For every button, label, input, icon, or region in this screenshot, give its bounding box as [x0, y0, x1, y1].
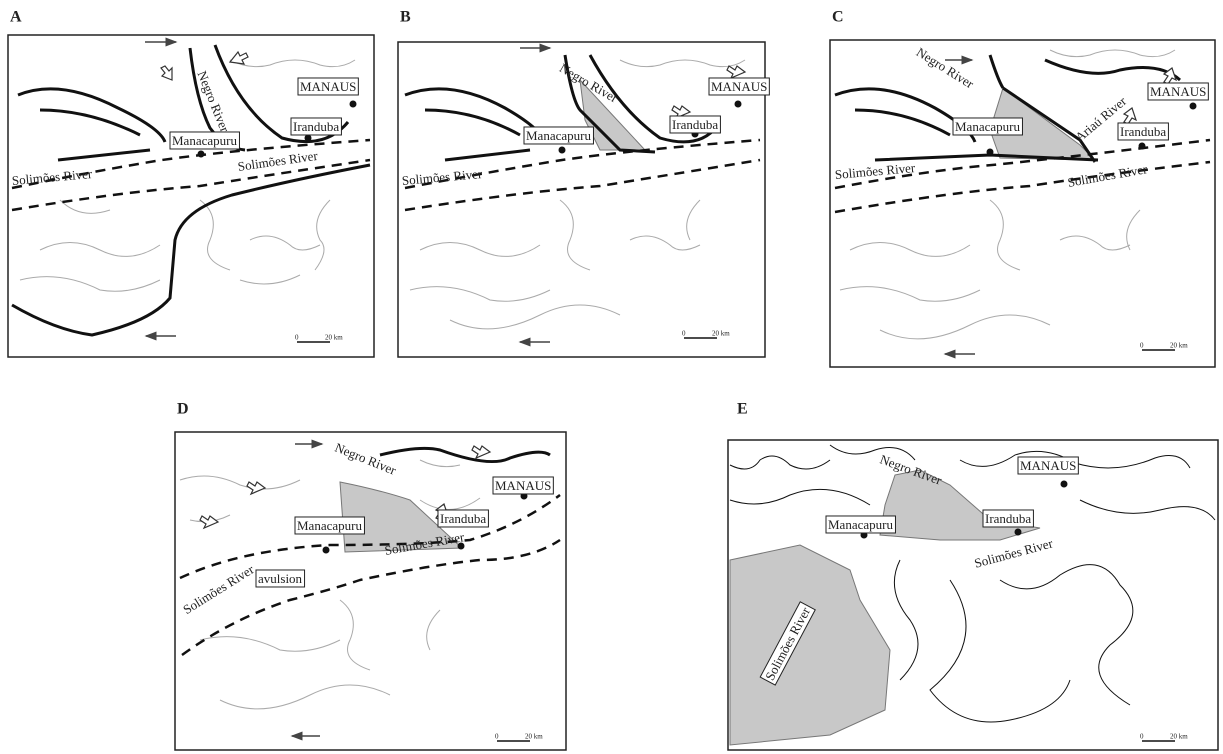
- map-label-group: Iranduba: [290, 117, 342, 136]
- map-label-group: Iranduba: [1117, 122, 1169, 141]
- map-label: Iranduba: [440, 511, 486, 526]
- label-box: [669, 115, 721, 134]
- label-box: [255, 569, 306, 588]
- map-label-group: Solimões River: [834, 160, 916, 182]
- map-label: MANAUS: [711, 79, 767, 94]
- scale-end: 20 km: [325, 334, 343, 342]
- map-label-group: Iranduba: [982, 509, 1034, 528]
- map-label-group: avulsion: [255, 569, 306, 588]
- scale-end: 20 km: [1170, 733, 1188, 741]
- label-box: [952, 117, 1023, 136]
- panel-letter: B: [400, 9, 411, 26]
- scale-start: 0: [682, 330, 686, 338]
- label-box: [982, 509, 1034, 528]
- map-label: MANAUS: [300, 79, 356, 94]
- panel-d: [174, 431, 567, 751]
- label-box: [708, 77, 770, 96]
- label-box: [1117, 122, 1169, 141]
- map-label: Manacapuru: [526, 128, 591, 143]
- map-label-group: Solimões River: [1066, 161, 1149, 190]
- panel-letter: A: [10, 9, 22, 26]
- map-label: Iranduba: [985, 511, 1031, 526]
- map-label-group: Solimões River: [180, 561, 257, 617]
- scale-start: 0: [1140, 342, 1144, 350]
- label-box: [523, 126, 594, 145]
- map-label: Solimões River: [1066, 161, 1149, 190]
- scale-start: 0: [295, 334, 299, 342]
- label-box: [294, 516, 365, 535]
- label-box: [169, 131, 240, 150]
- label-box: [759, 601, 816, 686]
- map-label-group: Iranduba: [437, 509, 489, 528]
- map-label: MANAUS: [495, 478, 551, 493]
- panel-a: [7, 34, 375, 358]
- panel-letter: E: [737, 401, 748, 418]
- panel-c: [829, 39, 1216, 368]
- panel-e: [727, 439, 1219, 751]
- map-label: Manacapuru: [828, 517, 893, 532]
- scale-end: 20 km: [712, 330, 730, 338]
- map-label-group: Negro River: [333, 440, 399, 478]
- map-label-group: Manacapuru: [952, 117, 1023, 136]
- map-label-group: MANAUS: [1017, 456, 1079, 475]
- map-label: Solimões River: [834, 160, 916, 182]
- panel-letter: D: [177, 401, 189, 418]
- panel-b: [397, 41, 766, 358]
- map-label: Solimões River: [11, 166, 93, 188]
- map-label: Negro River: [333, 440, 399, 478]
- map-label-group: Manacapuru: [169, 131, 240, 150]
- map-label: Manacapuru: [955, 119, 1020, 134]
- map-label: Iranduba: [293, 119, 339, 134]
- map-label: MANAUS: [1150, 84, 1206, 99]
- map-label: Solimões River: [180, 561, 257, 617]
- label-box: [1017, 456, 1079, 475]
- map-label-group: Iranduba: [669, 115, 721, 134]
- map-label-group: MANAUS: [297, 77, 359, 96]
- scale-start: 0: [495, 733, 499, 741]
- label-box: [825, 515, 896, 534]
- scale-end: 20 km: [525, 733, 543, 741]
- map-label: Iranduba: [672, 117, 718, 132]
- map-label-group: Solimões River: [973, 535, 1055, 571]
- label-box: [1147, 82, 1209, 101]
- map-label: Manacapuru: [172, 133, 237, 148]
- map-label: Solimões River: [401, 166, 483, 188]
- map-label: Manacapuru: [297, 518, 362, 533]
- map-label-group: Solimões River: [401, 166, 483, 188]
- map-label-group: MANAUS: [492, 476, 554, 495]
- panel-letter: C: [832, 9, 844, 26]
- map-label: Negro River: [914, 44, 977, 91]
- map-label: MANAUS: [1020, 458, 1076, 473]
- map-label: Solimões River: [973, 535, 1055, 571]
- map-label-group: Manacapuru: [523, 126, 594, 145]
- map-label: avulsion: [258, 571, 303, 586]
- label-box: [492, 476, 554, 495]
- label-box: [290, 117, 342, 136]
- map-label: Iranduba: [1120, 124, 1166, 139]
- map-label-group: Solimões River: [11, 166, 93, 188]
- map-label-group: MANAUS: [1147, 82, 1209, 101]
- scale-start: 0: [1140, 733, 1144, 741]
- map-label-group: MANAUS: [708, 77, 770, 96]
- map-label-group: Manacapuru: [825, 515, 896, 534]
- map-label-group: Manacapuru: [294, 516, 365, 535]
- label-box: [297, 77, 359, 96]
- scale-end: 20 km: [1170, 342, 1188, 350]
- map-label-group: Negro River: [914, 44, 977, 91]
- label-box: [437, 509, 489, 528]
